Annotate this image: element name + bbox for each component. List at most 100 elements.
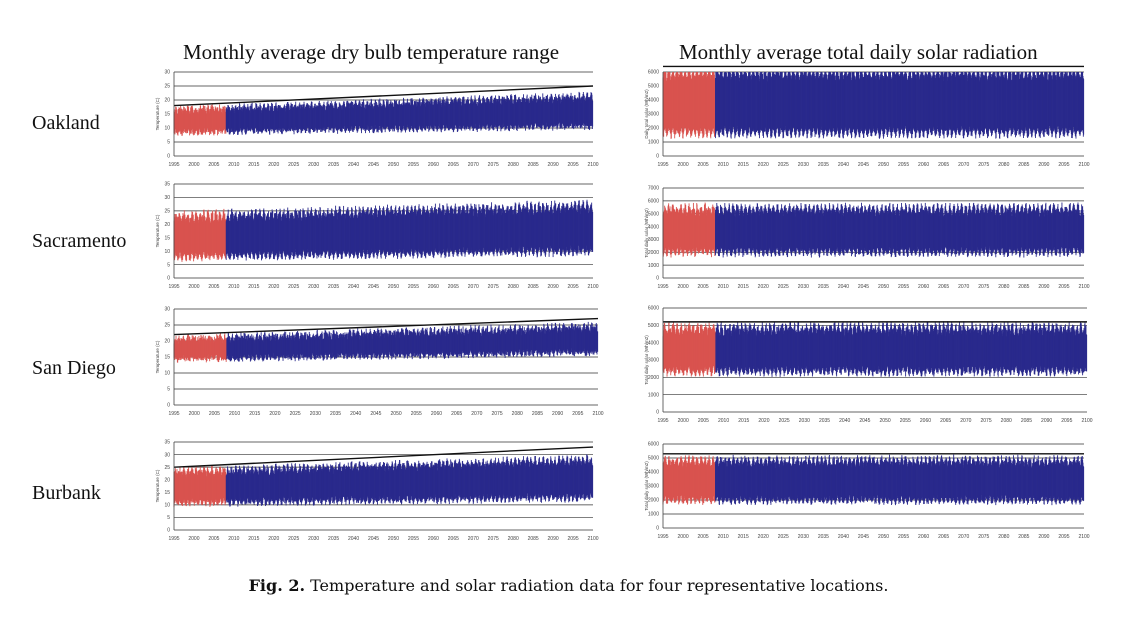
x-tick-label: 1995 <box>168 284 179 290</box>
x-tick-label: 2050 <box>878 162 889 168</box>
x-tick-label: 2050 <box>388 162 399 168</box>
x-tick-label: 1995 <box>168 162 179 168</box>
y-tick-label: 10 <box>164 126 170 132</box>
x-tick-label: 2000 <box>677 162 688 168</box>
x-tick-label: 2065 <box>448 162 459 168</box>
x-tick-label: 2085 <box>528 162 539 168</box>
x-tick-label: 2030 <box>308 284 319 290</box>
y-tick-label: 2000 <box>648 126 659 132</box>
y-tick-label: 20 <box>164 98 170 104</box>
y-tick-label: 10 <box>164 249 170 255</box>
x-tick-label: 2100 <box>587 284 598 290</box>
x-tick-label: 2045 <box>858 162 869 168</box>
y-tick-label: 30 <box>164 195 170 201</box>
x-tick-label: 2020 <box>268 162 279 168</box>
x-tick-label: 2030 <box>308 162 319 168</box>
x-tick-label: 2070 <box>468 284 479 290</box>
x-tick-label: 2090 <box>548 162 559 168</box>
x-tick-label: 2070 <box>958 162 969 168</box>
chart-sacramento-solar: 0 1000 2000 3000 4000 5000 6000 7000 Total daily… <box>644 186 1090 290</box>
y-tick-label: 0 <box>167 154 170 160</box>
x-tick-label: 2025 <box>288 162 299 168</box>
x-tick-label: 2000 <box>188 284 199 290</box>
x-tick-label: 2035 <box>818 162 829 168</box>
x-tick-label: 2040 <box>838 162 849 168</box>
y-tick-label: 30 <box>164 70 170 76</box>
y-tick-label: 15 <box>164 112 170 118</box>
y-tick-label: 3000 <box>648 237 659 243</box>
row-label-oakland: Oakland <box>32 112 100 134</box>
x-tick-label: 2090 <box>548 284 559 290</box>
y-tick-label: 35 <box>164 182 170 188</box>
y-axis-label: Temperature (C) <box>155 214 160 247</box>
x-tick-label: 2075 <box>978 162 989 168</box>
x-tick-label: 2065 <box>938 162 949 168</box>
y-tick-label: 6000 <box>648 70 659 76</box>
x-tick-label: 2080 <box>508 284 519 290</box>
x-tick-label: 2020 <box>268 284 279 290</box>
x-tick-label: 2020 <box>758 162 769 168</box>
row-label-sacramento: Sacramento <box>32 230 127 252</box>
y-tick-label: 25 <box>164 84 170 90</box>
x-tick-label: 2060 <box>918 162 929 168</box>
x-tick-label: 2055 <box>408 162 419 168</box>
x-tick-label: 2005 <box>698 162 709 168</box>
x-tick-label: 2095 <box>567 162 578 168</box>
x-tick-label: 2040 <box>348 162 359 168</box>
y-axis-label: Total daily solar (Wh/m2) <box>644 208 649 258</box>
x-tick-label: 2060 <box>428 284 439 290</box>
y-tick-label: 25 <box>164 209 170 215</box>
x-tick-label: 2045 <box>368 284 379 290</box>
y-tick-label: 5000 <box>648 84 659 90</box>
y-tick-label: 2000 <box>648 250 659 256</box>
y-tick-label: 20 <box>164 222 170 228</box>
x-tick-label: 2090 <box>1038 162 1049 168</box>
x-tick-label: 2050 <box>388 284 399 290</box>
row-label-burbank: Burbank <box>32 482 101 504</box>
y-tick-label: 4000 <box>648 98 659 104</box>
y-tick-label: 7000 <box>648 186 659 192</box>
x-tick-label: 2045 <box>368 162 379 168</box>
x-tick-label: 2055 <box>408 284 419 290</box>
y-tick-label: 1000 <box>648 140 659 146</box>
x-tick-label: 2025 <box>288 284 299 290</box>
x-tick-label: 2065 <box>448 284 459 290</box>
y-tick-label: 4000 <box>648 224 659 230</box>
x-tick-label: 2075 <box>488 284 499 290</box>
x-tick-label: 2035 <box>328 162 339 168</box>
x-tick-label: 2000 <box>188 162 199 168</box>
x-tick-label: 2015 <box>248 162 259 168</box>
x-tick-label: 2075 <box>488 162 499 168</box>
x-tick-label: 2005 <box>208 284 219 290</box>
x-tick-label: 2010 <box>228 284 239 290</box>
y-tick-label: 1000 <box>648 263 659 269</box>
y-tick-label: 0 <box>167 276 170 282</box>
x-tick-label: 2060 <box>428 162 439 168</box>
x-tick-label: 2100 <box>1078 162 1089 168</box>
x-tick-label: 2015 <box>738 162 749 168</box>
y-tick-label: 0 <box>656 276 659 282</box>
x-tick-label: 2070 <box>468 162 479 168</box>
x-tick-label: 2010 <box>228 162 239 168</box>
x-tick-label: 1995 <box>657 162 668 168</box>
y-tick-label: 5 <box>167 262 170 268</box>
right-column-title: Monthly average total daily solar radiat… <box>679 40 1038 64</box>
x-tick-label: 2055 <box>898 162 909 168</box>
x-tick-label: 2010 <box>718 162 729 168</box>
x-tick-label: 2085 <box>1018 162 1029 168</box>
y-tick-label: 5 <box>167 140 170 146</box>
x-tick-label: 2015 <box>248 284 259 290</box>
y-axis-label: Daily total solar (Wh/m2) <box>644 89 649 139</box>
left-column-title: Monthly average dry bulb temperature ran… <box>183 40 560 64</box>
y-tick-label: 0 <box>656 154 659 160</box>
y-tick-label: 3000 <box>648 112 659 118</box>
y-tick-label: 6000 <box>648 199 659 205</box>
x-tick-label: 2080 <box>998 162 1009 168</box>
x-tick-label: 2100 <box>587 162 598 168</box>
x-tick-label: 2095 <box>1058 162 1069 168</box>
trend-line <box>173 85 594 107</box>
x-tick-label: 2085 <box>528 284 539 290</box>
chart-oakland-solar: 0 1000 2000 3000 4000 5000 6000 Daily total sol… <box>644 65 1090 168</box>
